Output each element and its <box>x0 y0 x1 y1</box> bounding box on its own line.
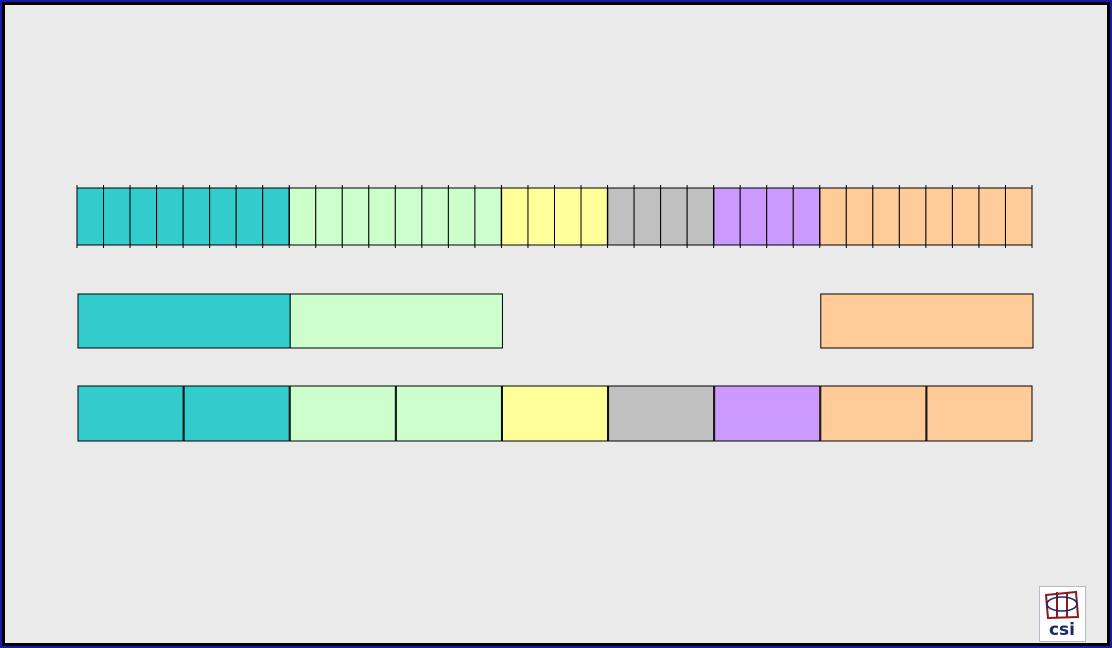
logo-text: csi <box>1049 620 1075 640</box>
bit-cell <box>739 187 768 246</box>
csi-logo-icon: csi <box>1044 590 1080 640</box>
bit-cell <box>182 187 211 246</box>
bit-cell <box>845 187 874 246</box>
bit-cell <box>925 187 953 246</box>
bit-cell <box>129 187 158 246</box>
field-block <box>395 385 502 442</box>
bit-cell <box>527 187 556 246</box>
csi-logo: csi <box>1039 586 1086 642</box>
bit-cell <box>103 187 131 246</box>
bit-cell <box>76 187 105 246</box>
bit-cell <box>554 187 582 246</box>
bit-cell <box>262 187 290 246</box>
merged-field <box>820 293 1034 349</box>
bit-cell <box>447 187 476 246</box>
bitfield-diagram <box>76 185 1034 442</box>
bit-cell <box>951 187 980 246</box>
bit-cell <box>156 187 184 246</box>
bit-cell <box>633 187 662 246</box>
bit-cell <box>394 187 423 246</box>
field-block <box>926 385 1033 442</box>
bit-cell <box>474 187 502 246</box>
field-block <box>183 385 290 442</box>
bit-cell <box>341 187 370 246</box>
bit-cell <box>766 187 794 246</box>
bit-cell <box>978 187 1006 246</box>
bit-cell <box>580 187 609 246</box>
bit-cell <box>288 187 317 246</box>
field-block <box>501 385 609 442</box>
bit-cell <box>898 187 927 246</box>
bit-cell <box>713 187 741 246</box>
bit-cell <box>209 187 237 246</box>
field-block <box>77 385 184 442</box>
slide-canvas: csi <box>5 5 1107 643</box>
bit-cell <box>421 187 449 246</box>
field-block <box>289 385 396 442</box>
bit-cell <box>368 187 396 246</box>
merged-field <box>289 293 503 349</box>
merged-field <box>77 293 291 349</box>
bit-cell <box>792 187 821 246</box>
bit-cell <box>500 187 529 246</box>
bit-cell <box>1004 187 1033 246</box>
bit-cell <box>660 187 688 246</box>
bit-cell <box>235 187 264 246</box>
bit-cell <box>819 187 847 246</box>
field-block <box>714 385 821 442</box>
bit-cell <box>315 187 343 246</box>
field-block <box>820 385 927 442</box>
bit-cell <box>872 187 900 246</box>
field-block <box>608 385 715 442</box>
bit-cell <box>607 187 635 246</box>
bit-cell <box>686 187 715 246</box>
